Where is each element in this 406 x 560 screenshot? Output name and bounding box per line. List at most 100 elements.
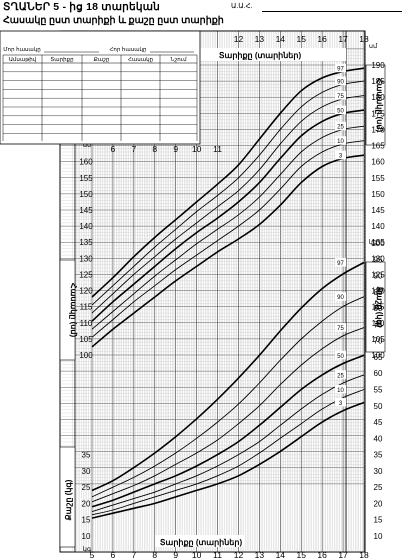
weight-tick-right: 90 [374, 272, 383, 281]
weight-tick-right: 30 [374, 467, 383, 476]
weight-label-bg-p90 [335, 292, 346, 301]
age-tick: 18 [359, 550, 369, 560]
height-tick-left: 105 [79, 335, 93, 344]
height-tick-right: 105 [371, 335, 385, 344]
age-tick: 15 [296, 550, 306, 560]
weight-tick-right: 60 [374, 369, 383, 378]
weight-percentile-label: 25 [337, 373, 344, 379]
height-tick-left: 130 [79, 254, 93, 263]
weight-label-bg-p3 [335, 398, 346, 407]
upper-age-tick: 18 [359, 34, 369, 44]
table-column-header: Քաշը [94, 56, 110, 63]
height-tick-right: 180 [371, 93, 385, 102]
height-curve-p25 [91, 125, 365, 330]
age-tick: 16 [317, 550, 327, 560]
axis-label-boxes [59, 48, 386, 548]
mid-age-tick: 7 [131, 144, 136, 154]
weight-curve-p75 [91, 327, 365, 503]
upper-age-tick: 13 [255, 34, 265, 44]
height-tick-left: 100 [79, 351, 93, 360]
height-percentile-label: 97 [337, 67, 344, 73]
weight-tick-right: 75 [374, 320, 383, 329]
bottom-axis-label-bg [155, 535, 245, 547]
weight-axis-label-box-left [59, 446, 76, 548]
height-tick-left: 155 [79, 174, 93, 183]
weight-tick-right: 70 [374, 337, 383, 346]
weight-tick-right: 40 [374, 434, 383, 443]
age-tick: 12 [234, 550, 244, 560]
weight-tick-right: 80 [374, 304, 383, 313]
height-label-bg-p90 [335, 76, 346, 86]
height-label-bg-p3 [335, 150, 346, 160]
table-column-header: Տարիքը [50, 56, 74, 63]
age-tick: 14 [276, 550, 286, 560]
height-curve-p90 [91, 80, 365, 306]
age-tick: 8 [152, 550, 157, 560]
chart-subtitle: Հասակը ըստ տարիքի և քաշը ըստ տարիքի [3, 15, 224, 26]
weight-curve-p3 [91, 401, 365, 519]
height-label-bg-p97 [335, 63, 346, 73]
height-tick-right: 170 [371, 125, 385, 134]
height-percentile-label: 90 [337, 80, 344, 86]
weight-curve-p10 [91, 389, 365, 516]
height-percentile-label: 3 [339, 154, 343, 160]
height-tick-left: 125 [79, 270, 93, 279]
height-axis-label-box-right [365, 64, 386, 146]
height-percentile-label: 10 [337, 139, 344, 145]
table-column-header: Ամսաթիվ [9, 56, 37, 63]
tick-labels: Հասակը (սմ) Քաշը (կգ) Հասակը (սմ) Քաշը (կգ)… [64, 34, 385, 560]
height-tick-right: 155 [371, 174, 385, 183]
weight-tick-right: 45 [374, 418, 383, 427]
weight-curve-p50 [91, 354, 365, 508]
weight-curve-p25 [91, 374, 365, 513]
height-tick-left: 120 [79, 287, 93, 296]
age-tick: 13 [255, 550, 265, 560]
height-tick-right: 120 [371, 287, 385, 296]
mother-height-label: Մոր հասակը [3, 46, 41, 53]
height-tick-right: 130 [371, 254, 385, 263]
height-tick-right: 175 [371, 109, 385, 118]
height-tick-right: 115 [372, 303, 385, 312]
weight-axis-label-box-right [365, 261, 386, 353]
height-tick-right: 140 [371, 222, 385, 231]
height-label-bg-p25 [335, 121, 346, 131]
upper-age-tick: 15 [296, 34, 306, 44]
grid [59, 30, 366, 553]
weight-label-bg-p75 [335, 323, 346, 332]
age-tick: 9 [173, 550, 178, 560]
weight-percentile-label: 3 [339, 401, 343, 407]
mid-age-tick: 8 [152, 144, 157, 154]
weight-tick-right: 10 [374, 532, 383, 541]
weight-tick-right: 95 [374, 255, 383, 264]
weight-percentile-label: 50 [337, 354, 344, 360]
height-tick-left: 145 [79, 206, 93, 215]
height-tick-right: 100 [371, 351, 385, 360]
height-axis-label: Հասակը (սմ) [69, 283, 78, 338]
height-tick-right: 125 [371, 270, 385, 279]
weight-percentile-label: 97 [337, 261, 344, 267]
height-tick-left: 160 [79, 158, 93, 167]
weight-label-bg-p50 [335, 350, 346, 360]
age-tick: 5 [90, 550, 95, 560]
height-percentile-label: 75 [337, 94, 344, 100]
name-line [262, 11, 402, 12]
height-label-bg-p50 [335, 105, 346, 115]
mid-age-tick: 11 [213, 144, 222, 154]
upper-age-tick: 17 [338, 34, 348, 44]
weight-curve-p90 [91, 296, 365, 498]
info-table-frame [0, 30, 201, 145]
weight-tick-right: 85 [374, 288, 383, 297]
height-unit-label-left: սմ [83, 141, 92, 149]
mid-age-tick: 10 [192, 144, 202, 154]
age-tick: 7 [131, 550, 136, 560]
table-column-header: Հասակը [128, 56, 154, 63]
height-percentile-label: 50 [337, 109, 344, 115]
mid-age-tick: 9 [173, 144, 178, 154]
weight-tick-left: 25 [82, 483, 91, 492]
age-tick: 10 [192, 550, 202, 560]
height-tick-left: 115 [80, 303, 93, 312]
weight-label-bg-p10 [335, 385, 346, 394]
height-tick-left: 140 [79, 222, 93, 231]
